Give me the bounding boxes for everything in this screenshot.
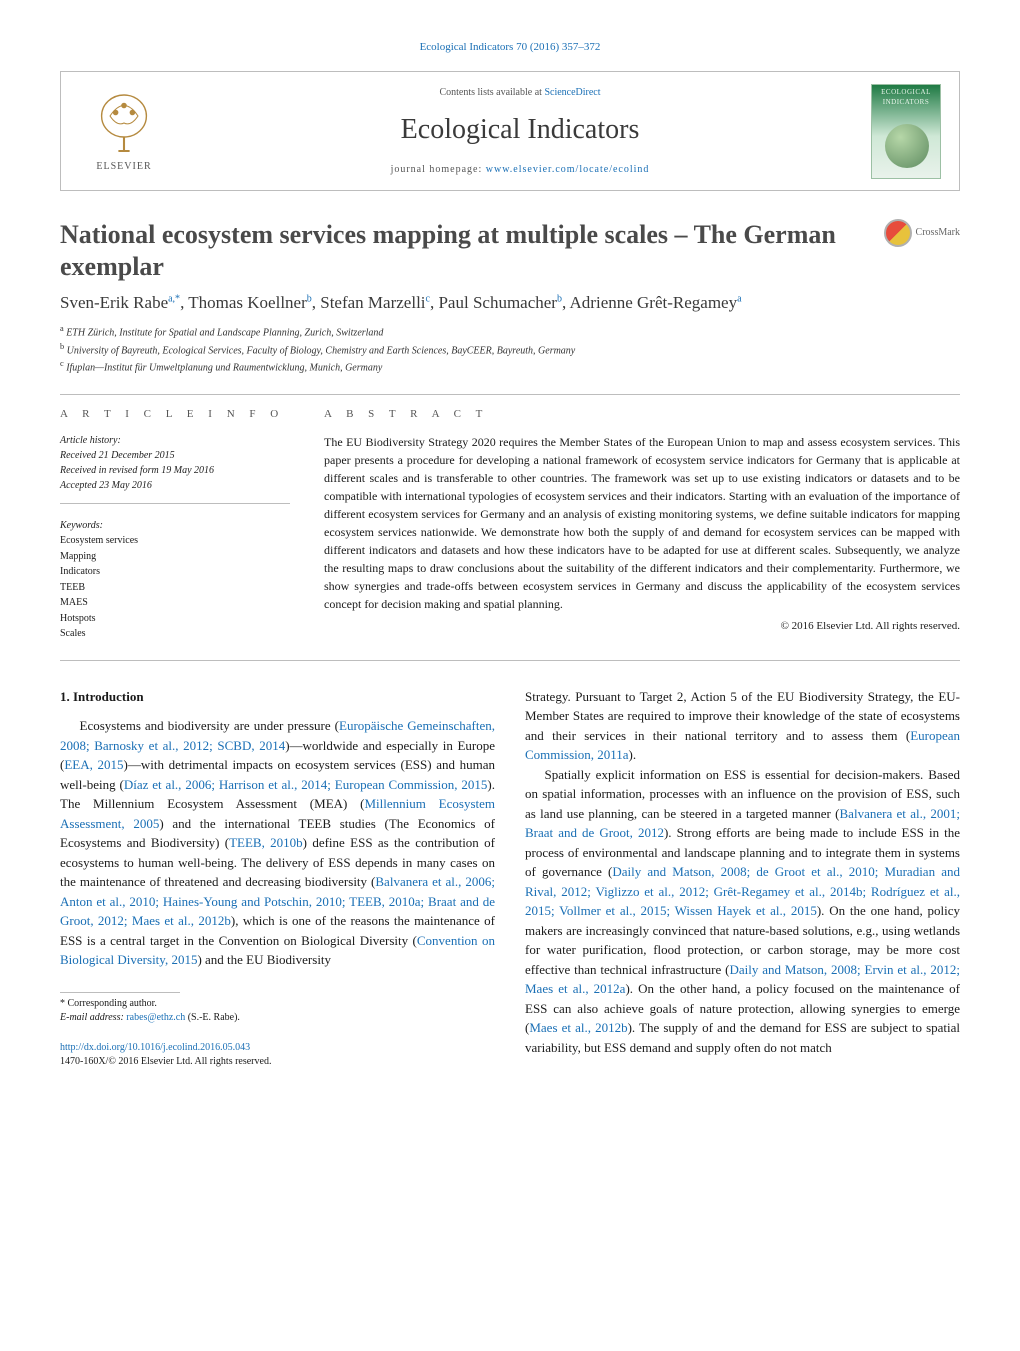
abstract-heading: A B S T R A C T: [324, 407, 960, 422]
keyword-item: Scales: [60, 626, 290, 642]
affiliation-line: b University of Bayreuth, Ecological Ser…: [60, 341, 960, 359]
citation-link[interactable]: Daily and Matson, 2008; de Groot et al.,…: [525, 864, 960, 918]
homepage-line: journal homepage: www.elsevier.com/locat…: [169, 163, 871, 177]
citation-link[interactable]: Díaz et al., 2006; Harrison et al., 2014…: [124, 777, 488, 792]
footnote-email-link[interactable]: rabes@ethz.ch: [126, 1012, 185, 1023]
sciencedirect-link[interactable]: ScienceDirect: [544, 87, 600, 98]
article-title: National ecosystem services mapping at m…: [60, 219, 884, 281]
keyword-item: Indicators: [60, 564, 290, 580]
paragraph: Spatially explicit information on ESS is…: [525, 765, 960, 1058]
keyword-item: Hotspots: [60, 611, 290, 627]
contents-prefix: Contents lists available at: [439, 87, 544, 98]
footnote-separator: [60, 992, 180, 993]
divider: [60, 394, 960, 395]
citation-link[interactable]: Europäische Gemeinschaften, 2008; Barnos…: [60, 718, 495, 753]
keyword-item: Ecosystem services: [60, 533, 290, 549]
citation-link[interactable]: Daily and Matson, 2008; Ervin et al., 20…: [525, 962, 960, 997]
publisher-name: ELSEVIER: [96, 160, 151, 174]
contents-line: Contents lists available at ScienceDirec…: [169, 86, 871, 100]
citation-link[interactable]: TEEB, 2010b: [229, 835, 303, 850]
history-label: Article history:: [60, 433, 290, 448]
history-received: Received 21 December 2015: [60, 448, 290, 463]
citation-link[interactable]: Balvanera et al., 2001; Braat and de Gro…: [525, 806, 960, 841]
affiliation-line: c Ifuplan—Institut für Umweltplanung und…: [60, 358, 960, 376]
paragraph: Strategy. Pursuant to Target 2, Action 5…: [525, 687, 960, 765]
body-column-right: Strategy. Pursuant to Target 2, Action 5…: [525, 687, 960, 1069]
elsevier-tree-icon: [89, 88, 159, 158]
journal-header-box: ELSEVIER Contents lists available at Sci…: [60, 71, 960, 191]
divider: [60, 660, 960, 661]
divider: [60, 503, 290, 504]
citation-link[interactable]: Maes et al., 2012b: [529, 1020, 627, 1035]
affiliation-line: a ETH Zürich, Institute for Spatial and …: [60, 323, 960, 341]
issn-line: 1470-160X/© 2016 Elsevier Ltd. All right…: [60, 1055, 495, 1069]
homepage-link[interactable]: www.elsevier.com/locate/ecolind: [486, 164, 650, 175]
keywords-block: Keywords: Ecosystem servicesMappingIndic…: [60, 518, 290, 642]
body-column-left: 1. Introduction Ecosystems and biodivers…: [60, 687, 495, 1069]
keyword-item: Mapping: [60, 549, 290, 565]
affiliations: a ETH Zürich, Institute for Spatial and …: [60, 323, 960, 376]
copyright-line: © 2016 Elsevier Ltd. All rights reserved…: [324, 619, 960, 634]
paragraph: Ecosystems and biodiversity are under pr…: [60, 716, 495, 970]
footnote-star: * Corresponding author.: [60, 997, 495, 1011]
citation-link[interactable]: European Commission, 2011a: [525, 728, 960, 763]
crossmark-label: CrossMark: [916, 226, 960, 240]
history-accepted: Accepted 23 May 2016: [60, 478, 290, 493]
crossmark-icon: [884, 219, 912, 247]
keyword-item: TEEB: [60, 580, 290, 596]
article-history: Article history: Received 21 December 20…: [60, 433, 290, 493]
footnote-email-label: E-mail address:: [60, 1012, 126, 1023]
journal-cover-thumbnail: ECOLOGICAL INDICATORS: [871, 84, 941, 179]
cover-label: ECOLOGICAL INDICATORS: [876, 88, 936, 108]
citation-link[interactable]: Balvanera et al., 2006; Anton et al., 20…: [60, 874, 495, 928]
citation-link[interactable]: EEA, 2015: [64, 757, 123, 772]
elsevier-logo: ELSEVIER: [79, 88, 169, 174]
citation-link[interactable]: Convention on Biological Diversity, 2015: [60, 933, 495, 968]
crossmark-badge[interactable]: CrossMark: [884, 219, 960, 247]
footnote-email-suffix: (S.-E. Rabe).: [185, 1012, 240, 1023]
journal-name: Ecological Indicators: [169, 110, 871, 149]
doi-block: http://dx.doi.org/10.1016/j.ecolind.2016…: [60, 1041, 495, 1069]
history-revised: Received in revised form 19 May 2016: [60, 463, 290, 478]
citation-link[interactable]: Millennium Ecosystem Assessment, 2005: [60, 796, 495, 831]
homepage-prefix: journal homepage:: [391, 164, 486, 175]
section-heading-intro: 1. Introduction: [60, 687, 495, 707]
journal-reference: Ecological Indicators 70 (2016) 357–372: [60, 40, 960, 55]
corresponding-author-footnote: * Corresponding author. E-mail address: …: [60, 997, 495, 1025]
keywords-label: Keywords:: [60, 518, 290, 534]
keyword-item: MAES: [60, 595, 290, 611]
author-list: Sven-Erik Rabea,*, Thomas Koellnerb, Ste…: [60, 292, 960, 315]
doi-link[interactable]: http://dx.doi.org/10.1016/j.ecolind.2016…: [60, 1042, 250, 1053]
abstract-text: The EU Biodiversity Strategy 2020 requir…: [324, 433, 960, 613]
article-info-heading: A R T I C L E I N F O: [60, 407, 290, 422]
